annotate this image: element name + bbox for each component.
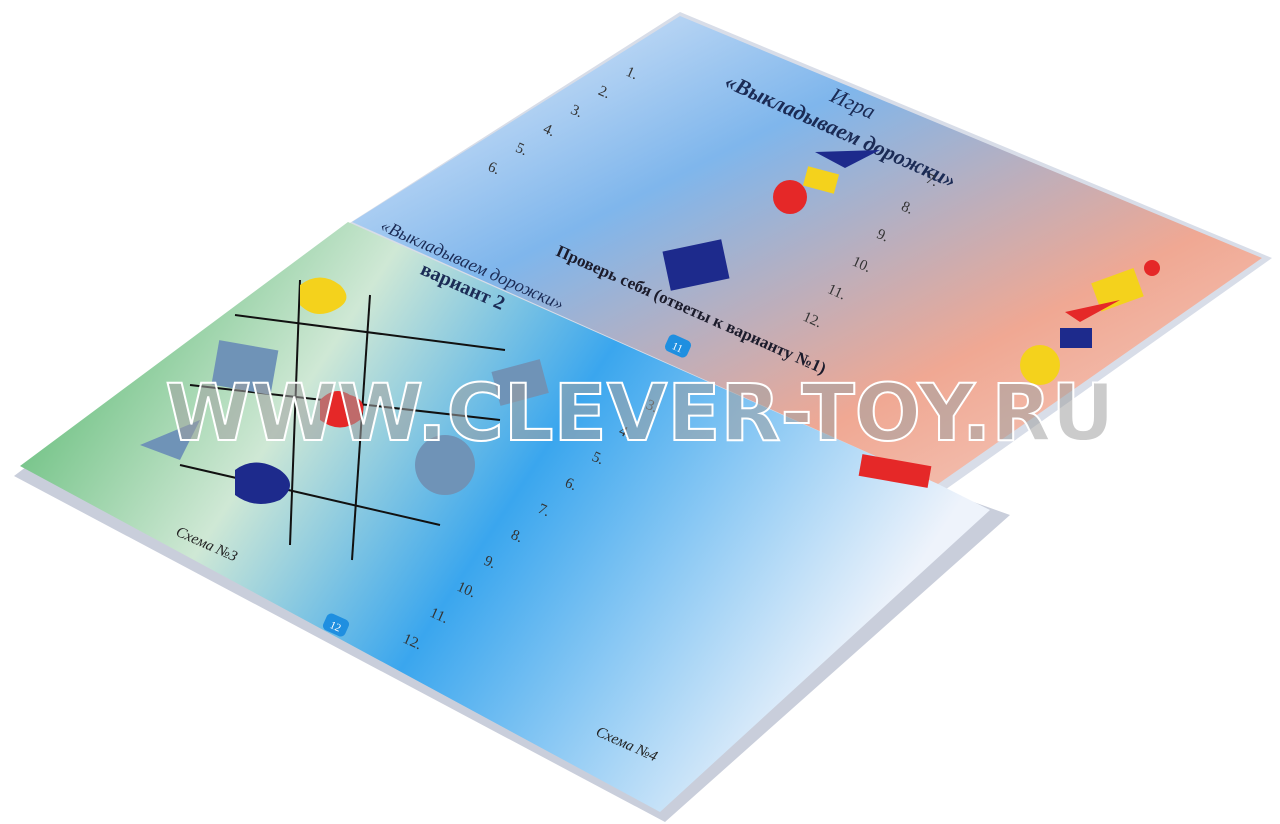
shape — [140, 420, 200, 460]
row-number: 11. — [427, 605, 450, 627]
page-badge: 11 — [664, 334, 692, 358]
shape — [858, 454, 932, 488]
row-number: 12. — [800, 309, 824, 331]
row-number: 12. — [400, 631, 424, 653]
page-number: 11 — [670, 340, 685, 355]
shape — [662, 239, 730, 291]
watermark: WWW.CLEVER-TOY.RU — [165, 369, 1115, 459]
shape — [1060, 328, 1092, 348]
shape — [1020, 345, 1060, 385]
badge — [664, 334, 692, 358]
shape — [211, 340, 279, 395]
shape — [491, 359, 549, 406]
shape — [773, 180, 807, 214]
shape — [1144, 260, 1160, 276]
shape — [320, 391, 364, 428]
row-number: 10. — [850, 254, 874, 276]
shape — [815, 150, 880, 168]
page-badge: 12 — [322, 613, 350, 637]
row-number: 11. — [825, 281, 848, 303]
row-number: 10. — [454, 579, 478, 601]
shape — [802, 166, 840, 194]
badge — [322, 613, 350, 637]
shape — [1065, 300, 1120, 322]
shape — [1091, 268, 1144, 312]
shape — [415, 435, 475, 495]
page-number: 12 — [328, 619, 343, 634]
shape — [235, 462, 290, 504]
shape — [300, 277, 347, 314]
